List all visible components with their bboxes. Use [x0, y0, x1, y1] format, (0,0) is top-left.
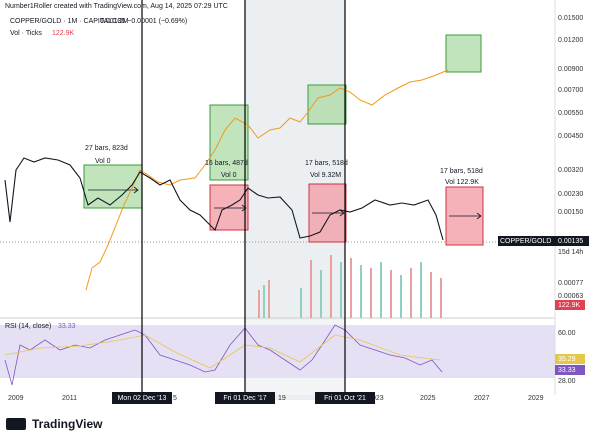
- time-label: 2011: [62, 395, 77, 402]
- time-label: 023: [372, 395, 384, 402]
- rsi-label: RSI (14, close): [5, 323, 51, 330]
- measure-vol: Vol 122.9K: [445, 179, 479, 186]
- price-label: 0.01500: [558, 15, 583, 22]
- symbol: COPPER/GOLD · 1M · CAPITALCOM: [10, 18, 129, 25]
- price-label: 0.01200: [558, 37, 583, 44]
- last-tag-bg: [555, 236, 589, 246]
- measure-bars: 27 bars, 823d: [85, 145, 128, 152]
- price-label: 0.00230: [558, 191, 583, 198]
- price-label: 0.00450: [558, 133, 583, 140]
- price-label: 0.00900: [558, 66, 583, 73]
- vol-tag-bg: [555, 300, 585, 310]
- cursor-date-bg: [315, 392, 375, 404]
- time-label: 2027: [474, 395, 490, 402]
- vol-tag: 122.9K: [558, 302, 581, 309]
- rsi-ma-line: [4, 334, 441, 369]
- volume-bars: [258, 255, 442, 318]
- time-label: 2029: [528, 395, 544, 402]
- rsi-axis-label: 60.00: [558, 330, 576, 337]
- time-label: 2025: [420, 395, 436, 402]
- measure-vol: Vol 0: [95, 158, 111, 165]
- cursor-date: Mon 02 Dec '13: [118, 395, 167, 402]
- rsi-tag: 35.29: [558, 356, 576, 363]
- footer-logo: TradingView: [32, 417, 103, 431]
- measure-arrows: [88, 186, 482, 220]
- time-label: 2009: [8, 395, 24, 402]
- rsi-tag-bg: [555, 365, 585, 375]
- cursor-date-bg: [112, 392, 172, 404]
- rsi-value: 33.33: [58, 323, 76, 330]
- rsi-line: [4, 324, 443, 386]
- rsi-tag: 33.33: [558, 367, 576, 374]
- time-label: 5: [173, 395, 177, 402]
- credit: Number1Roller created with TradingView.c…: [5, 3, 228, 10]
- cursor-date: Fri 01 Oct '21: [324, 395, 366, 402]
- cursor-lines: [141, 0, 346, 398]
- symbol-tag-bg: [498, 236, 555, 246]
- last-tag: 0.00135: [558, 238, 583, 245]
- copper-gold-line: [4, 157, 444, 241]
- time-label: 19: [278, 395, 286, 402]
- cursor-date-bg: [215, 392, 275, 404]
- rsi-axis-label: 28.00: [558, 378, 576, 385]
- countdown: 15d 14h: [558, 249, 583, 256]
- ohlc: 0.00135 −0.00001 (−0.69%): [100, 18, 187, 25]
- measure-bars: 16 bars, 487d: [205, 160, 248, 167]
- price-label: 0.00063: [558, 293, 583, 300]
- price-label: 0.00077: [558, 280, 583, 287]
- measure-vol: Vol 0: [221, 172, 237, 179]
- cursor-date: Fri 01 Dec '17: [223, 395, 266, 402]
- rsi-tag-bg: [555, 354, 585, 364]
- measure-bars: 17 bars, 518d: [440, 168, 483, 175]
- gold-line: [85, 69, 449, 291]
- volume-label: Vol · Ticks: [10, 30, 42, 37]
- measure-bars: 17 bars, 518d: [305, 160, 348, 167]
- symbol-tag: COPPER/GOLD: [500, 238, 551, 245]
- volume-value: 122.9K: [52, 30, 75, 37]
- measure-vol: Vol 9.32M: [310, 172, 341, 179]
- logo-mark: [6, 418, 26, 430]
- price-label: 0.00700: [558, 87, 583, 94]
- price-label: 0.00150: [558, 209, 583, 216]
- price-label: 0.00320: [558, 167, 583, 174]
- price-label: 0.00550: [558, 110, 583, 117]
